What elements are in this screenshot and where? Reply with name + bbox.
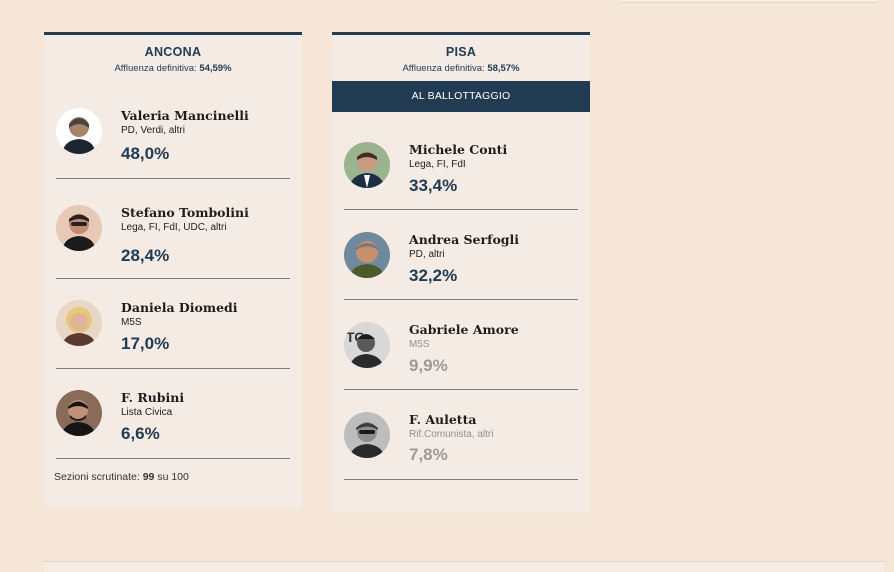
- candidate-percent: 17,0%: [121, 334, 170, 353]
- candidate-row: F. Auletta Rif.Comunista, altri 7,8%: [344, 412, 578, 480]
- candidate-row: Daniela Diomedi M5S 17,0%: [56, 300, 290, 369]
- candidate-percent: 32,2%: [409, 266, 458, 285]
- candidate-photo: [344, 142, 390, 188]
- candidate-row: Stefano Tombolini Lega, FI, FdI, UDC, al…: [56, 205, 290, 279]
- candidate-row: Valeria Mancinelli PD, Verdi, altri 48,0…: [56, 108, 290, 179]
- turnout-line: Affluenza definitiva: 54,59%: [44, 63, 302, 75]
- candidate-photo: [344, 232, 390, 278]
- candidate-name: Valeria Mancinelli: [121, 108, 249, 123]
- candidate-percent: 33,4%: [409, 176, 458, 195]
- sections-total: 100: [171, 471, 189, 483]
- turnout-value: 54,59%: [199, 63, 232, 74]
- candidate-photo: TO: [344, 322, 390, 368]
- candidate-party: PD, altri: [409, 249, 445, 260]
- top-right-panel: [620, 0, 878, 3]
- turnout-line: Affluenza definitiva: 58,57%: [332, 63, 590, 75]
- candidate-party: Lega, FI, FdI: [409, 159, 466, 170]
- sections-done: 99: [142, 471, 155, 483]
- candidate-percent: 7,8%: [409, 445, 448, 464]
- candidate-row: F. Rubini Lista Civica 6,6%: [56, 390, 290, 459]
- candidate-name: Andrea Serfogli: [409, 232, 520, 247]
- candidate-percent: 28,4%: [121, 246, 170, 265]
- results-card-ancona: ANCONA Affluenza definitiva: 54,59% Vale…: [44, 32, 302, 508]
- city-title: PISA: [445, 45, 477, 59]
- candidate-percent: 48,0%: [121, 144, 170, 163]
- turnout-value: 58,57%: [487, 63, 520, 74]
- candidate-name: Gabriele Amore: [409, 322, 519, 337]
- candidate-row: Michele Conti Lega, FI, FdI 33,4%: [344, 142, 578, 210]
- candidate-party: PD, Verdi, altri: [121, 125, 185, 136]
- candidate-party: Lega, FI, FdI, UDC, altri: [121, 222, 227, 233]
- sections-label: Sezioni scrutinate:: [54, 471, 140, 483]
- candidate-name: Michele Conti: [409, 142, 508, 157]
- sections-counted: Sezioni scrutinate: 99 su 100: [54, 471, 189, 483]
- candidate-photo: [56, 108, 102, 154]
- candidate-photo: [56, 300, 102, 346]
- candidate-name: Stefano Tombolini: [121, 205, 249, 220]
- results-card-pisa: PISA Affluenza definitiva: 58,57% AL BAL…: [332, 32, 590, 513]
- candidate-photo: [56, 205, 102, 251]
- candidate-row: Andrea Serfogli PD, altri 32,2%: [344, 232, 578, 300]
- candidate-percent: 9,9%: [409, 356, 448, 375]
- candidate-party: Lista Civica: [121, 407, 173, 418]
- candidate-name: F. Auletta: [409, 412, 477, 427]
- bottom-panel: [44, 561, 884, 572]
- candidate-photo: [344, 412, 390, 458]
- candidate-percent: 6,6%: [121, 424, 160, 443]
- candidate-party: M5S: [409, 339, 430, 350]
- turnout-label: Affluenza definitiva:: [402, 63, 485, 74]
- sections-separator: su: [157, 471, 169, 483]
- candidate-party: Rif.Comunista, altri: [409, 429, 494, 440]
- candidate-photo: [56, 390, 102, 436]
- candidate-party: M5S: [121, 317, 142, 328]
- candidate-name: F. Rubini: [121, 390, 185, 405]
- candidate-row: TO Gabriele Amore M5S 9,9%: [344, 322, 578, 390]
- city-title: ANCONA: [144, 45, 202, 59]
- runoff-banner: AL BALLOTTAGGIO: [332, 81, 590, 112]
- candidate-name: Daniela Diomedi: [121, 300, 238, 315]
- turnout-label: Affluenza definitiva:: [114, 63, 197, 74]
